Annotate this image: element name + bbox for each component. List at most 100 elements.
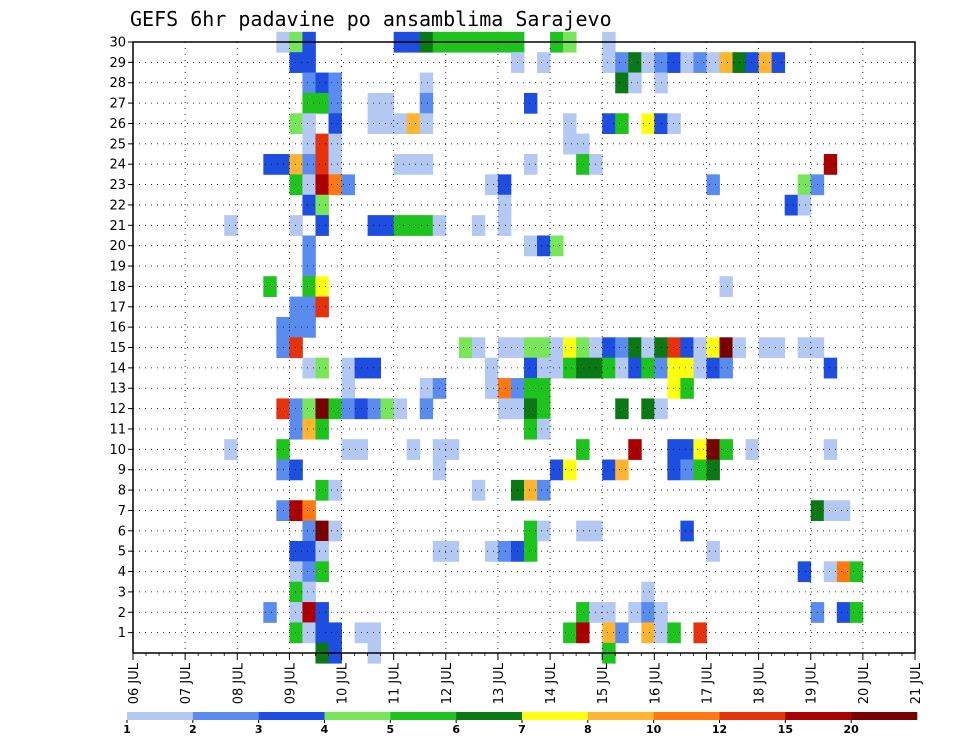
heatmap-cell xyxy=(563,113,577,135)
heatmap-cell xyxy=(406,439,421,460)
heatmap-cell xyxy=(302,92,316,114)
x-tick-label: 18 JUL xyxy=(753,662,768,704)
heatmap-cell xyxy=(706,174,720,196)
heatmap-cell xyxy=(706,52,720,73)
heatmap-cell xyxy=(471,337,486,359)
heatmap-cell xyxy=(367,92,382,114)
heatmap-cell xyxy=(628,72,642,94)
heatmap-cell xyxy=(615,357,629,379)
heatmap-cell xyxy=(849,561,864,583)
heatmap-cell xyxy=(315,215,329,236)
heatmap-cell xyxy=(367,113,382,135)
heatmap-cell xyxy=(484,357,499,379)
heatmap-cell xyxy=(641,398,655,420)
heatmap-cell xyxy=(602,602,616,623)
heatmap-cell xyxy=(302,602,316,623)
colorbar-label: 6 xyxy=(452,723,460,736)
heatmap-cell xyxy=(328,174,342,196)
heatmap-cell xyxy=(602,622,616,644)
x-tick-label: 08 JUL xyxy=(231,662,246,704)
heatmap-cell xyxy=(615,337,629,359)
y-tick-label: 2 xyxy=(118,606,126,621)
heatmap-cell xyxy=(315,540,329,562)
heatmap-cell xyxy=(602,459,616,481)
heatmap-cell xyxy=(497,337,512,359)
y-tick-label: 28 xyxy=(109,76,126,91)
heatmap-cell xyxy=(550,235,564,257)
colorbar-label: 12 xyxy=(712,723,727,736)
heatmap-cell xyxy=(367,357,382,379)
heatmap-cell xyxy=(680,378,694,399)
heatmap-cell xyxy=(576,133,590,155)
colorbar-swatch xyxy=(456,712,523,720)
heatmap-cell xyxy=(497,540,512,562)
heatmap-cell xyxy=(289,52,303,73)
heatmap-cell xyxy=(758,337,773,359)
heatmap-cell xyxy=(302,398,316,420)
y-tick-label: 27 xyxy=(109,97,126,112)
x-tick-label: 13 JUL xyxy=(492,662,507,704)
heatmap-cell xyxy=(537,398,551,420)
colorbar-swatch xyxy=(587,712,654,720)
heatmap-cell xyxy=(641,113,655,135)
heatmap-cell xyxy=(667,357,681,379)
heatmap-cell xyxy=(576,602,590,623)
heatmap-cell xyxy=(315,92,329,114)
heatmap-cell xyxy=(745,439,759,460)
heatmap-cell xyxy=(289,581,303,603)
y-tick-label: 9 xyxy=(118,463,126,478)
heatmap-cell xyxy=(693,357,707,379)
heatmap-cell xyxy=(706,337,720,359)
heatmap-cell xyxy=(615,398,629,420)
heatmap-cell xyxy=(315,72,329,94)
y-tick-label: 5 xyxy=(118,545,126,560)
heatmap-cell xyxy=(328,520,342,542)
heatmap-cell xyxy=(537,235,551,257)
heatmap-cell xyxy=(315,133,329,155)
heatmap-cell xyxy=(693,52,707,73)
heatmap-cell xyxy=(641,357,655,379)
heatmap-cell xyxy=(484,540,499,562)
heatmap-cell xyxy=(771,337,786,359)
heatmap-cell xyxy=(550,459,564,481)
x-tick-label: 19 JUL xyxy=(805,662,820,704)
x-tick-label: 07 JUL xyxy=(179,662,194,704)
heatmap-cell xyxy=(315,194,329,216)
heatmap-cell xyxy=(458,337,473,359)
x-tick-label: 14 JUL xyxy=(544,662,559,704)
heatmap-cell xyxy=(302,500,316,522)
heatmap-cell xyxy=(302,418,316,440)
heatmap-cell xyxy=(445,439,460,460)
heatmap-cell xyxy=(341,357,355,379)
y-tick-label: 19 xyxy=(109,260,126,275)
heatmap-cell xyxy=(641,602,655,623)
heatmap-cell xyxy=(563,133,577,155)
x-tick-label: 21 JUL xyxy=(909,662,924,704)
heatmap-cell xyxy=(263,154,277,175)
heatmap-cell xyxy=(289,602,303,623)
y-tick-label: 18 xyxy=(109,280,126,295)
heatmap-cell xyxy=(302,561,316,583)
heatmap-cell xyxy=(315,398,329,420)
heatmap-cell xyxy=(576,622,590,644)
heatmap-cell xyxy=(497,194,512,216)
heatmap-cell xyxy=(341,439,355,460)
x-tick-label: 20 JUL xyxy=(857,662,872,704)
colorbar-label: 5 xyxy=(387,723,395,736)
heatmap-cell xyxy=(289,398,303,420)
y-tick-label: 15 xyxy=(109,341,126,356)
heatmap-cell xyxy=(641,52,655,73)
colorbar-swatch xyxy=(851,712,918,720)
heatmap-cell xyxy=(537,479,551,501)
heatmap-cell xyxy=(693,459,707,481)
heatmap-cells xyxy=(224,31,864,664)
heatmap-cell xyxy=(524,540,538,562)
heatmap-cell xyxy=(289,337,303,359)
colorbar-swatch xyxy=(719,712,786,720)
heatmap-cell xyxy=(706,459,720,481)
heatmap-cell xyxy=(263,276,277,297)
heatmap-cell xyxy=(380,398,395,420)
heatmap-cell xyxy=(667,113,681,135)
heatmap-cell xyxy=(289,459,303,481)
heatmap-cell xyxy=(367,398,382,420)
